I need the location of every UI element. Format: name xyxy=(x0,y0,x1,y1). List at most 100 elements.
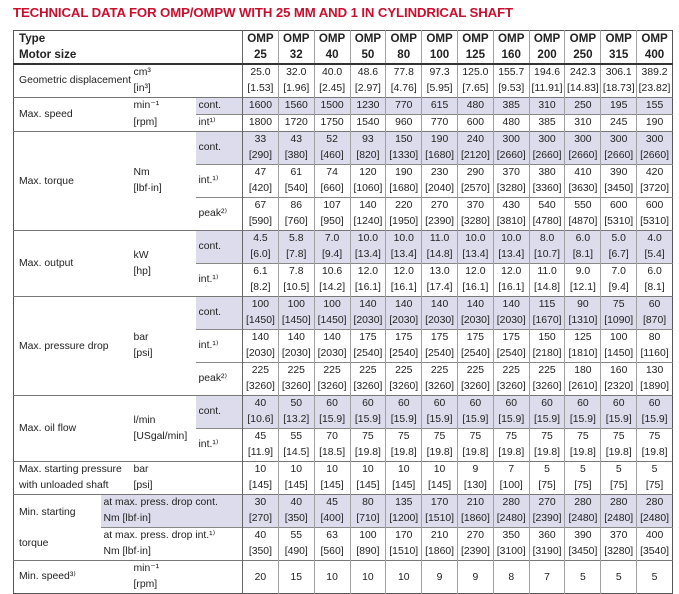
value-cell: 25.0 [1.53] xyxy=(242,63,279,98)
value: [3540] xyxy=(640,546,669,557)
value-cell: 100 [1450] xyxy=(277,296,315,330)
value-cell: 300 [2660] xyxy=(564,131,601,165)
value: 60 xyxy=(505,398,517,409)
row-max-torque: peak²⁾ 67 [590] 86 [760] 107 [950] 140 [1240] 220… xyxy=(14,197,673,231)
mode-label: cont. xyxy=(195,230,243,264)
parameter-label: Max. starting pressure with unloaded shaf… xyxy=(13,461,131,495)
value: 615 xyxy=(430,100,449,111)
value-cell: 140 [2030] xyxy=(349,296,386,330)
value: 75 xyxy=(577,431,589,442)
value-cell: 270 [2390] xyxy=(528,494,565,528)
value: 75 xyxy=(648,431,661,442)
value: [460] xyxy=(320,150,344,161)
value: 5 xyxy=(544,464,550,475)
value: [3260] xyxy=(425,381,455,392)
value-cell: 10 [145] xyxy=(349,461,386,495)
value: [15.9] xyxy=(390,414,417,425)
value: [5.4] xyxy=(644,249,665,260)
value: 100 xyxy=(359,530,377,541)
value: [19.8] xyxy=(498,447,525,458)
value: [4870] xyxy=(568,216,598,227)
mode-label: int¹⁾ xyxy=(195,114,243,132)
value-cell: 225 [3260] xyxy=(456,362,494,396)
row-max-starting-pressure-with-unloaded-shaft: Max. starting pressure with unloaded shaf… xyxy=(13,461,673,495)
value: [2120] xyxy=(460,150,490,161)
unit-line: [lbf·in] xyxy=(133,183,162,194)
value: 170 xyxy=(395,530,413,541)
value: [2040] xyxy=(425,183,455,194)
value: 140 xyxy=(395,299,413,310)
value: [820] xyxy=(356,150,380,161)
value: 225 xyxy=(359,365,377,376)
value: 120 xyxy=(359,167,377,178)
value: [12.1] xyxy=(569,282,596,293)
value: [15.9] xyxy=(462,414,489,425)
motor-size-cell: 25 xyxy=(242,47,279,65)
motor-size-cell: 40 xyxy=(313,47,350,65)
value-cell: 60 [15.9] xyxy=(421,395,458,429)
value: 155.7 xyxy=(498,67,525,78)
value: [11.9] xyxy=(247,447,274,458)
value-cell: 77.8 [4.76] xyxy=(385,63,422,98)
value: [145] xyxy=(320,480,344,491)
value: 410 xyxy=(574,167,592,178)
value-cell: 1800 xyxy=(242,114,279,132)
value: [4780] xyxy=(532,216,562,227)
value-cell: 40 [350] xyxy=(242,527,279,561)
value-cell: 93 [820] xyxy=(349,131,386,165)
value: 225 xyxy=(466,365,485,376)
value: [1510] xyxy=(389,546,419,557)
value: 290 xyxy=(466,167,485,178)
value-cell: 5 xyxy=(600,560,637,594)
value: 300 xyxy=(574,134,592,145)
value-cell: 175 [2540] xyxy=(421,329,458,363)
motor-size-cell: 32 xyxy=(277,47,315,65)
value-cell: 300 [2660] xyxy=(492,131,530,165)
value: 370 xyxy=(610,530,628,541)
value: [3720] xyxy=(640,183,669,194)
value: 60 xyxy=(362,398,374,409)
value-cell: 9.0 [12.1] xyxy=(564,263,601,297)
value: 43 xyxy=(290,134,303,145)
parameter-label-line: Max. starting pressure xyxy=(19,464,122,475)
value: 175 xyxy=(430,332,449,343)
value-cell: 10.0 [13.4] xyxy=(349,230,386,264)
value-cell: 280 [2480] xyxy=(492,494,530,528)
value: [2390] xyxy=(532,513,562,524)
value: [2660] xyxy=(640,150,669,161)
value: 100 xyxy=(251,299,270,310)
value: [1670] xyxy=(532,315,562,326)
value-cell: 225 [3260] xyxy=(385,362,422,396)
motor-size-row: Motor size 25 32 40 50 80 100 125 160 200 250 315 40… xyxy=(13,47,673,65)
value: 40 xyxy=(290,497,303,508)
value: [560] xyxy=(320,546,344,557)
value: [540] xyxy=(284,183,308,194)
value: 600 xyxy=(645,200,664,211)
value: 55 xyxy=(290,530,303,541)
value: 270 xyxy=(466,530,485,541)
value: 10 xyxy=(362,571,374,583)
value: 9 xyxy=(472,464,479,475)
value: 100 xyxy=(287,299,305,310)
value: [290] xyxy=(248,150,272,161)
value: [3280] xyxy=(496,183,526,194)
value: 80 xyxy=(648,332,661,343)
unit-line: bar xyxy=(133,332,149,343)
motor-size-cell: 250 xyxy=(564,47,601,65)
row-max-oil-flow: int.¹⁾ 45 [11.9] 55 [14.5] 70 [18.5] 75 [19.8] 75… xyxy=(14,428,673,462)
value: 385 xyxy=(538,117,556,128)
value-cell: 10 xyxy=(349,560,386,594)
value: 390 xyxy=(574,530,592,541)
value: 40 xyxy=(254,398,267,409)
value: [1810] xyxy=(568,348,598,359)
value: 25.0 xyxy=(250,67,271,78)
row-max-torque: int.¹⁾ 47 [420] 61 [540] 74 [660] 120 [1060] 190 [… xyxy=(14,164,673,198)
value: [3810] xyxy=(496,216,526,227)
value-cell: 225 [3260] xyxy=(421,362,458,396)
value: 280 xyxy=(645,497,664,508)
value: 75 xyxy=(505,431,517,442)
parameter-label: Min. starting torque xyxy=(13,494,101,561)
motor-size-cell: 80 xyxy=(385,47,422,65)
row-min-starting-torque: at max. press. drop int.¹⁾ Nm [lbf·in] 40 [… xyxy=(14,527,673,561)
mode-line: cont. xyxy=(198,406,222,417)
